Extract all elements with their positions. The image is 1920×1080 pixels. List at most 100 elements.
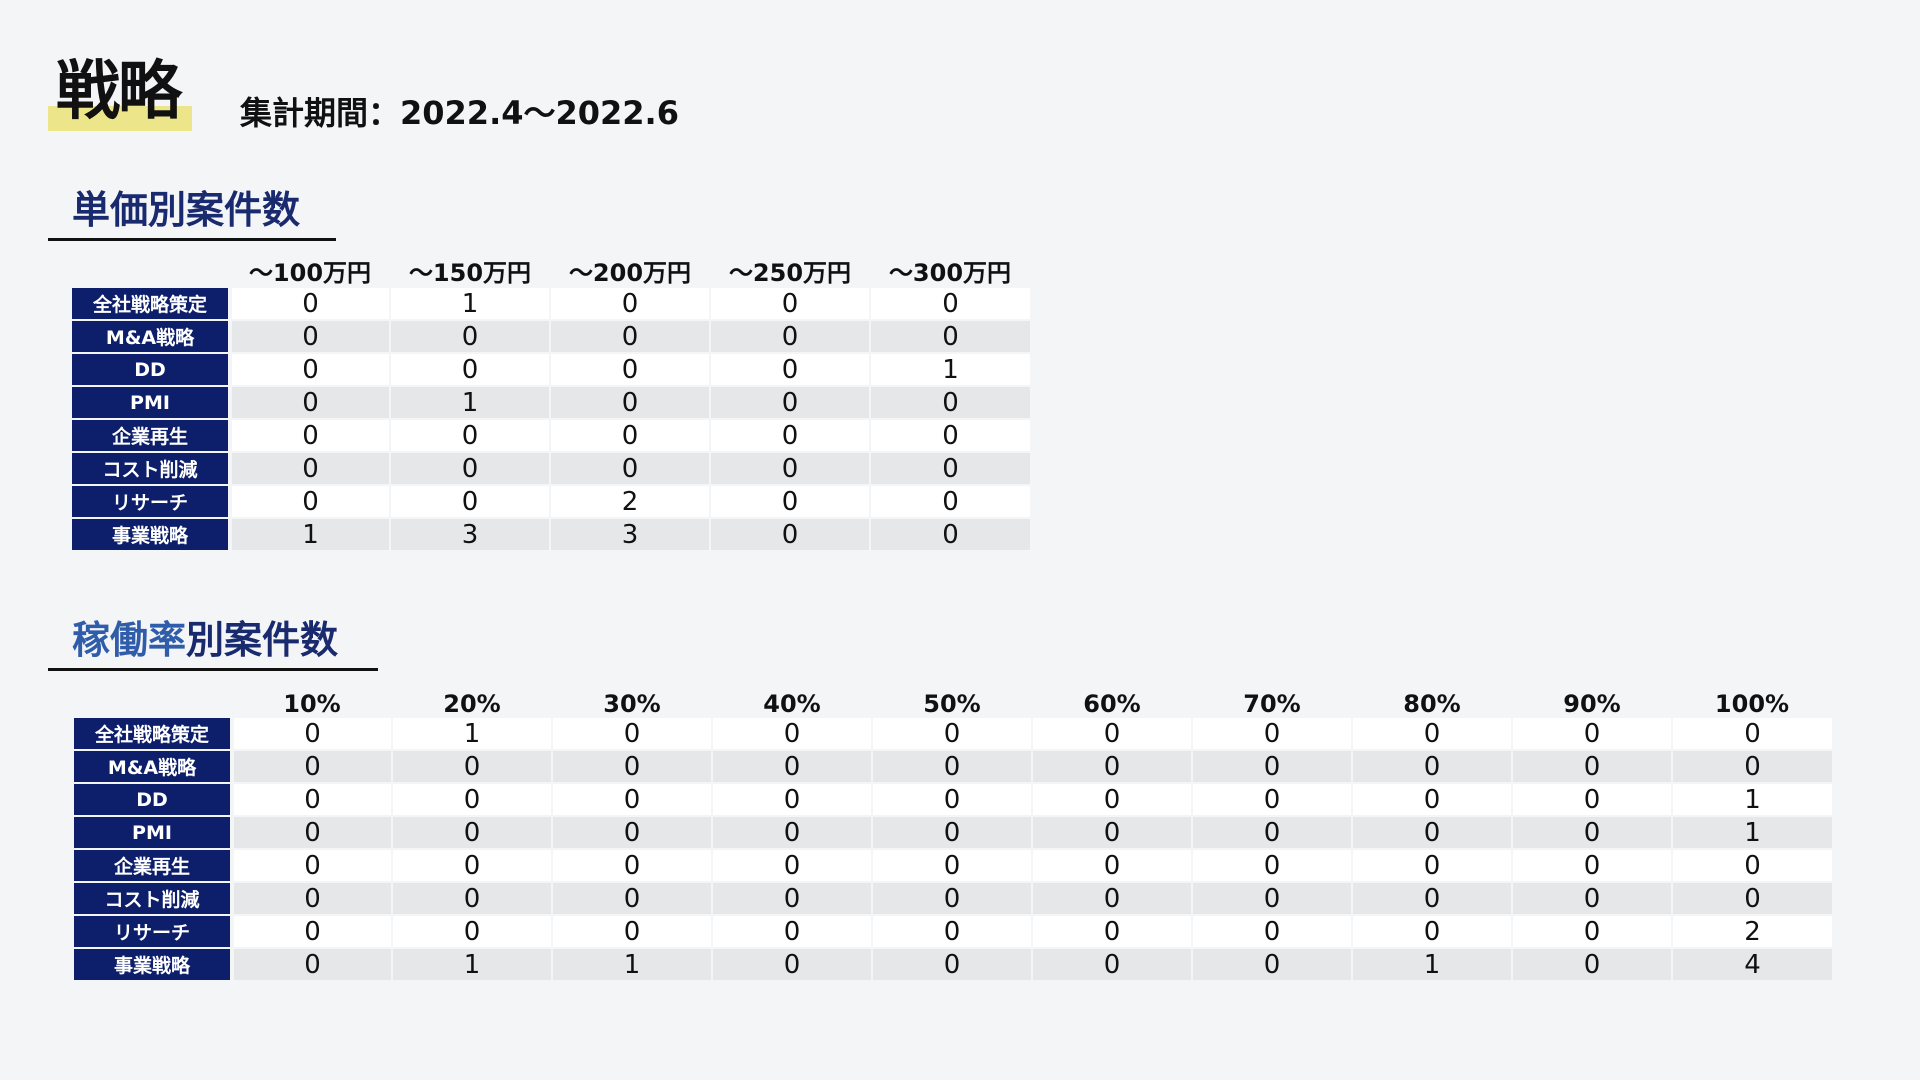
table-cell: 0 xyxy=(390,419,551,453)
table-cell: 0 xyxy=(552,882,713,916)
table-cell: 1 xyxy=(392,948,553,982)
table-cell: 0 xyxy=(870,485,1030,519)
table-row: リサーチ 0 0 2 0 0 xyxy=(72,485,1030,519)
table-cell: 0 xyxy=(550,320,711,354)
table-row: 事業戦略 1 3 3 0 0 xyxy=(72,518,1030,552)
table-cell: 0 xyxy=(232,816,393,850)
table-cell: 0 xyxy=(872,783,1033,817)
column-header: 〜250万円 xyxy=(728,259,852,287)
column-header: 10% xyxy=(283,690,341,718)
table-cell: 0 xyxy=(392,849,553,883)
table-cell: 0 xyxy=(1352,816,1513,850)
table-cell: 0 xyxy=(710,353,871,387)
table-cell: 0 xyxy=(232,915,393,949)
column-header: 20% xyxy=(443,690,501,718)
table-cell: 0 xyxy=(712,849,873,883)
table-cell: 0 xyxy=(1512,948,1673,982)
table-cell: 3 xyxy=(390,518,551,552)
table-cell: 0 xyxy=(390,353,551,387)
utilization-heading-rest: 別案件数 xyxy=(186,618,339,662)
table-row: コスト削減 0 0 0 0 0 xyxy=(72,452,1030,486)
table-cell: 0 xyxy=(232,750,393,784)
table-cell: 1 xyxy=(552,948,713,982)
table-cell: 0 xyxy=(870,518,1030,552)
table-cell: 0 xyxy=(1192,783,1353,817)
table-cell: 4 xyxy=(1672,948,1832,982)
aggregation-period: 集計期間：2022.4〜2022.6 xyxy=(240,94,679,132)
unit-price-section-heading: 単価別案件数 xyxy=(48,186,336,241)
table-cell: 0 xyxy=(230,320,391,354)
column-header: 50% xyxy=(923,690,981,718)
title-highlight xyxy=(48,106,192,131)
table-cell: 0 xyxy=(1192,849,1353,883)
table-cell: 0 xyxy=(230,353,391,387)
table-cell: 0 xyxy=(712,783,873,817)
table-corner xyxy=(74,682,232,718)
table-cell: 0 xyxy=(550,353,711,387)
table-cell: 0 xyxy=(390,485,551,519)
table-cell: 1 xyxy=(390,386,551,420)
row-label: M&A戦略 xyxy=(72,320,232,354)
table-cell: 0 xyxy=(1032,882,1193,916)
table-cell: 0 xyxy=(1032,750,1193,784)
table-cell: 0 xyxy=(1672,718,1832,751)
table-cell: 0 xyxy=(230,288,391,321)
table-cell: 0 xyxy=(550,288,711,321)
table-cell: 0 xyxy=(392,882,553,916)
table-row: M&A戦略 0 0 0 0 0 0 0 0 0 0 xyxy=(74,750,1832,784)
table-cell: 0 xyxy=(230,452,391,486)
table-cell: 1 xyxy=(392,718,553,751)
table-row: PMI 0 0 0 0 0 0 0 0 0 1 xyxy=(74,816,1832,850)
table-cell: 0 xyxy=(392,915,553,949)
table-cell: 0 xyxy=(552,750,713,784)
table-cell: 0 xyxy=(1032,816,1193,850)
table-cell: 0 xyxy=(1352,718,1513,751)
table-cell: 0 xyxy=(1352,750,1513,784)
table-cell: 0 xyxy=(1192,915,1353,949)
column-header: 30% xyxy=(603,690,661,718)
utilization-heading-accent: 稼働率 xyxy=(72,618,187,662)
table-cell: 0 xyxy=(1032,948,1193,982)
column-header: 60% xyxy=(1083,690,1141,718)
table-cell: 0 xyxy=(1512,915,1673,949)
table-cell: 0 xyxy=(230,386,391,420)
table-cell: 0 xyxy=(390,452,551,486)
table-corner xyxy=(72,252,230,288)
table-cell: 0 xyxy=(712,882,873,916)
unit-price-heading-text: 単価別案件数 xyxy=(72,188,301,232)
table-cell: 0 xyxy=(230,485,391,519)
column-header: 90% xyxy=(1563,690,1621,718)
table-cell: 0 xyxy=(552,915,713,949)
table-cell: 0 xyxy=(872,750,1033,784)
column-header: 100% xyxy=(1714,690,1790,718)
table-cell: 0 xyxy=(710,485,871,519)
table-cell: 0 xyxy=(710,288,871,321)
table-cell: 0 xyxy=(1032,718,1193,751)
column-header: 〜300万円 xyxy=(888,259,1012,287)
table-cell: 0 xyxy=(1672,849,1832,883)
table-cell: 0 xyxy=(1032,849,1193,883)
table-cell: 0 xyxy=(232,849,393,883)
table-header-row: 〜100万円 〜150万円 〜200万円 〜250万円 〜300万円 xyxy=(72,252,1030,288)
table-row: M&A戦略 0 0 0 0 0 xyxy=(72,320,1030,354)
table-cell: 0 xyxy=(392,750,553,784)
table-cell: 0 xyxy=(710,386,871,420)
table-row: PMI 0 1 0 0 0 xyxy=(72,386,1030,420)
row-label: コスト削減 xyxy=(74,882,234,916)
row-label: リサーチ xyxy=(72,485,232,519)
table-cell: 0 xyxy=(710,518,871,552)
table-cell: 0 xyxy=(872,915,1033,949)
table-cell: 0 xyxy=(552,816,713,850)
table-cell: 0 xyxy=(870,452,1030,486)
table-cell: 0 xyxy=(872,948,1033,982)
row-label: DD xyxy=(72,353,232,387)
column-header: 40% xyxy=(763,690,821,718)
table-cell: 1 xyxy=(1672,816,1832,850)
table-cell: 3 xyxy=(550,518,711,552)
unit-price-table: 〜100万円 〜150万円 〜200万円 〜250万円 〜300万円 全社戦略策定 0 1 0… xyxy=(72,252,1030,552)
table-cell: 0 xyxy=(870,386,1030,420)
table-cell: 0 xyxy=(1512,882,1673,916)
row-label: 全社戦略策定 xyxy=(74,718,234,751)
table-cell: 0 xyxy=(1672,750,1832,784)
table-cell: 0 xyxy=(712,816,873,850)
